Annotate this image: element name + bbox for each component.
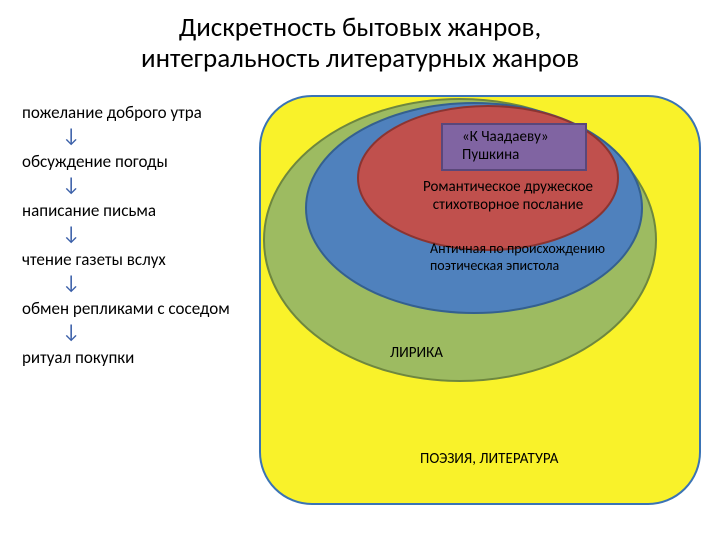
label-text: Пушкина: [462, 146, 519, 164]
label-level4: ЛИРИКА: [390, 344, 443, 362]
arrow-down-icon: ↓: [62, 225, 272, 243]
arrow-down-icon: ↓: [62, 176, 272, 194]
arrow-down-icon: ↓: [62, 323, 272, 341]
list-item: пожелание доброго утра: [22, 102, 272, 123]
label-text: ЛИРИКА: [390, 344, 443, 362]
list-item: написание письма: [22, 200, 272, 221]
list-item: обмен репликами с соседом: [22, 298, 272, 319]
label-text: Романтическое дружеское: [423, 178, 593, 196]
label-text: «К Чаадаеву»: [462, 128, 549, 146]
label-text: ПОЭЗИЯ, ЛИТЕРАТУРА: [420, 450, 558, 468]
arrow-down-icon: ↓: [62, 274, 272, 292]
title-line-2: интегральность литературных жанров: [141, 42, 579, 75]
label-level5: ПОЭЗИЯ, ЛИТЕРАТУРА: [420, 450, 558, 468]
list-item: ритуал покупки: [22, 347, 272, 368]
list-item: обсуждение погоды: [22, 151, 272, 172]
label-innermost: «К Чаадаеву» Пушкина: [462, 128, 592, 164]
list-item: чтение газеты вслух: [22, 249, 272, 270]
label-level3: Античная по происхождению поэтическая эп…: [430, 240, 640, 274]
title-line-1: Дискретность бытовых жанров,: [179, 11, 541, 44]
label-text: поэтическая эпистола: [430, 257, 559, 274]
left-sequence: пожелание доброго утра ↓ обсуждение пого…: [22, 102, 272, 372]
label-text: Античная по происхождению: [430, 240, 605, 257]
label-text: стихотворное послание: [433, 196, 583, 214]
arrow-down-icon: ↓: [62, 127, 272, 145]
page-title: Дискретность бытовых жанров, интегрально…: [0, 0, 720, 80]
label-level2: Романтическое дружеское стихотворное пос…: [398, 178, 618, 214]
